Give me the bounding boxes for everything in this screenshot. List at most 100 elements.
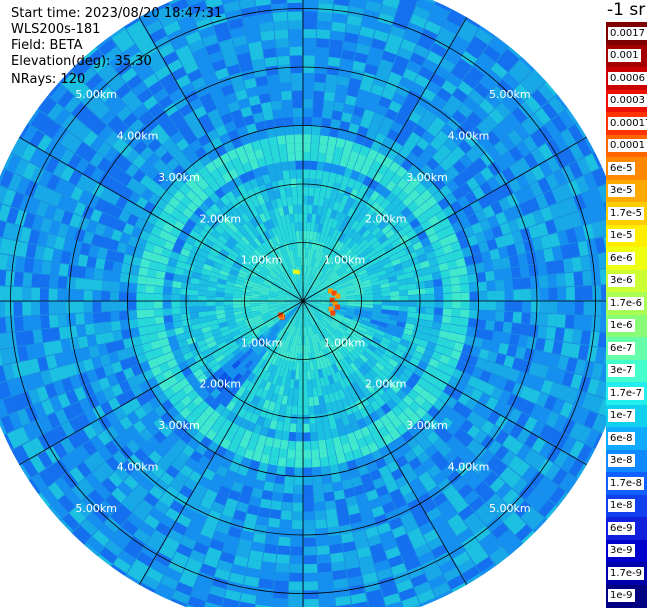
ppi-cell: [163, 287, 172, 294]
ppi-cell: [303, 169, 309, 178]
ppi-cell: [278, 457, 287, 467]
ppi-cell: [292, 99, 302, 108]
ppi-cell: [297, 178, 303, 187]
ppi-cell: [303, 143, 311, 152]
ppi-cell: [537, 263, 547, 276]
ppi-cell: [129, 319, 139, 329]
ppi-cell: [189, 307, 198, 313]
ppi-cell: [495, 280, 505, 290]
ppi-cell: [304, 459, 312, 468]
ppi-cell: [318, 3, 333, 13]
ppi-cell: [49, 289, 58, 301]
ppi-cell: [189, 290, 198, 296]
ppi-cell: [224, 297, 233, 301]
ppi-cell: [0, 302, 5, 317]
ppi-cell: [129, 274, 139, 283]
ppi-cell: [40, 274, 50, 287]
ppi-cell: [295, 152, 302, 161]
ppi-cell: [303, 134, 311, 143]
ppi-cell: [408, 307, 417, 313]
ppi-cell: [505, 290, 514, 300]
ppi-cell: [119, 311, 129, 321]
ppi-cell: [417, 301, 426, 307]
ppi-cell: [424, 314, 434, 321]
ppi-cell: [313, 108, 323, 118]
ppi-cell: [294, 485, 303, 494]
ppi-cell: [408, 295, 417, 301]
ppi-cell: [112, 331, 122, 342]
ppi-cell: [274, 118, 284, 128]
ppi-cell: [58, 276, 68, 288]
ppi-cell: [417, 295, 426, 301]
ppi-cell: [390, 306, 399, 311]
ppi-cell: [282, 100, 292, 110]
ppi-cell: [137, 310, 146, 319]
ppi-cell: [328, 526, 340, 536]
ppi-cell: [332, 561, 346, 571]
ppi-cell: [289, 38, 302, 47]
ppi-cell: [304, 520, 315, 529]
ppi-cell: [290, 555, 303, 564]
ppi-cell: [155, 316, 165, 324]
ppi-cell: [276, 554, 289, 564]
ppi-cell: [531, 289, 540, 301]
ppi-cell: [315, 519, 327, 529]
colorbar-tick-label: 1e-6: [608, 319, 635, 332]
ppi-cell: [293, 388, 298, 397]
ppi-cell: [146, 277, 156, 286]
ppi-cell: [478, 310, 487, 319]
ppi-cell: [317, 554, 330, 564]
ppi-cell: [298, 397, 303, 406]
ppi-cell: [303, 82, 314, 91]
ppi-cell: [460, 309, 469, 318]
ppi-cell: [5, 317, 15, 332]
ppi-cell: [318, 563, 332, 573]
ppi-cell: [85, 268, 95, 280]
ppi-cell: [308, 388, 313, 397]
ppi-cell: [303, 108, 312, 117]
ppi-cell: [5, 287, 14, 302]
ppi-cell: [303, 371, 307, 380]
ppi-cell: [501, 333, 511, 344]
colorbar-tick-label: 1e-9: [608, 589, 635, 602]
ppi-cell: [264, 481, 275, 491]
ppi-cell: [265, 57, 278, 67]
ppi-cell: [297, 187, 303, 196]
ppi-cell: [277, 56, 289, 66]
ppi-cell: [290, 423, 297, 432]
ppi-cell: [296, 161, 303, 170]
ppi-cell: [304, 538, 316, 547]
ppi-cell: [119, 292, 128, 301]
ppi-cell: [320, 457, 329, 467]
colorbar: 0.00170.0010.00060.00030.000170.00016e-5…: [606, 22, 647, 607]
ppi-cell: [102, 312, 112, 322]
ppi-cell: [310, 423, 317, 432]
ppi-cell: [50, 262, 60, 275]
polar-plot: 1.00km2.00km3.00km4.00km5.00km1.00km2.00…: [0, 0, 606, 607]
ppi-cell: [128, 310, 137, 319]
ppi-cell: [22, 287, 31, 301]
range-ring-label: 1.00km: [241, 254, 283, 267]
ppi-cell: [295, 143, 303, 152]
ppi-cell: [279, 528, 291, 538]
ppi-cell: [95, 258, 105, 269]
ppi-cell: [459, 318, 469, 327]
ppi-cell: [59, 327, 69, 340]
ppi-cell: [273, 589, 288, 599]
ppi-cell: [303, 11, 317, 20]
ppi-cell: [102, 281, 111, 291]
ppi-cell: [93, 280, 103, 291]
ppi-cell: [513, 301, 522, 312]
ppi-cell: [242, 298, 251, 301]
ppi-cell: [531, 301, 540, 313]
ppi-cell: [110, 292, 119, 301]
ppi-cell: [426, 294, 435, 300]
ppi-cell: [450, 276, 460, 285]
ppi-cell: [298, 196, 303, 205]
ppi-cell: [292, 406, 298, 415]
ppi-cell: [289, 170, 296, 179]
ppi-cell: [309, 170, 316, 179]
ppi-cell: [512, 278, 522, 289]
ppi-cell: [303, 240, 306, 249]
ppi-cell: [287, 143, 295, 152]
